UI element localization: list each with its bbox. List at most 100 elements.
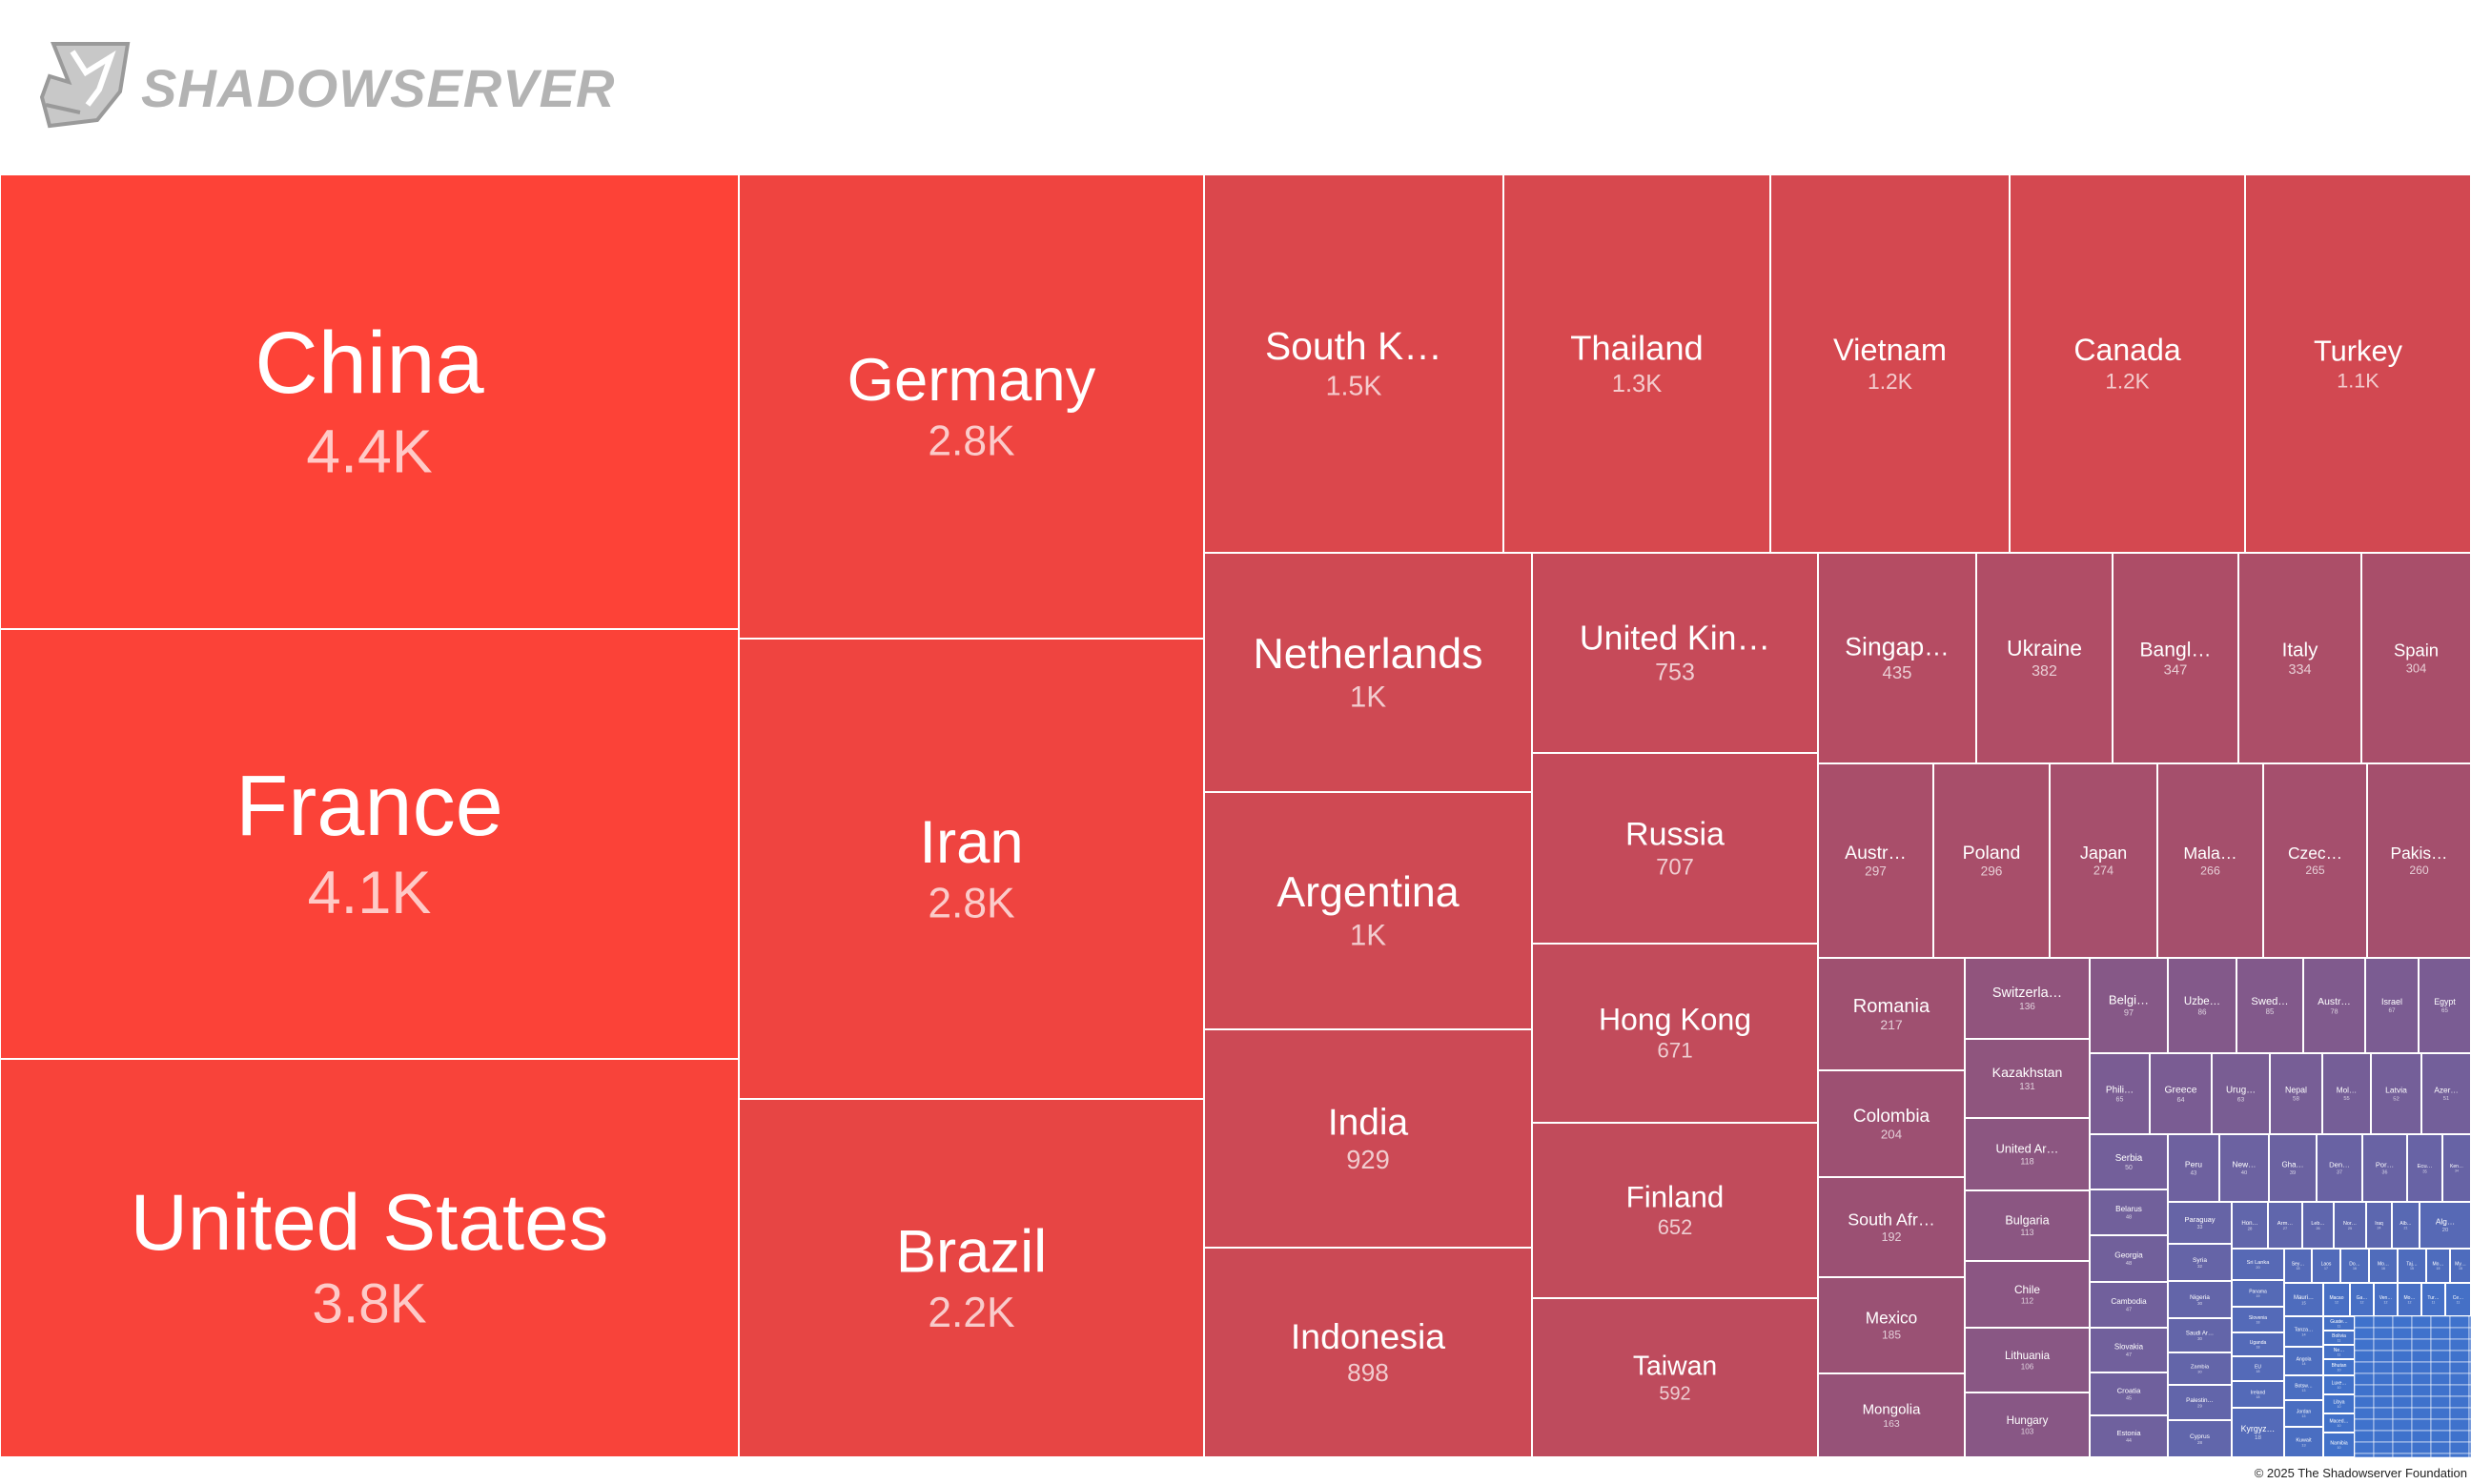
treemap-tile[interactable] xyxy=(2231,1407,2285,1457)
tiny-tile[interactable] xyxy=(2354,1453,2375,1457)
treemap-tile[interactable] xyxy=(1964,957,2091,1040)
tiny-tile[interactable] xyxy=(2430,1441,2451,1454)
treemap-tile[interactable] xyxy=(2089,1133,2169,1190)
treemap-tile[interactable] xyxy=(2322,1282,2351,1317)
treemap-cell-australia[interactable]: Austr…297 xyxy=(1817,762,1934,959)
treemap-tile[interactable] xyxy=(2112,552,2239,764)
tiny-tile[interactable] xyxy=(2449,1338,2470,1352)
tiny-tile[interactable] xyxy=(2373,1453,2394,1457)
tiny-tile[interactable] xyxy=(2392,1407,2413,1420)
treemap-cell-nepal2[interactable]: Ne…11 xyxy=(2322,1344,2356,1360)
tiny-tile[interactable] xyxy=(2373,1384,2394,1397)
tiny-tile[interactable] xyxy=(2354,1350,2375,1363)
treemap-cell-portugal[interactable]: Por…36 xyxy=(2361,1133,2408,1203)
tiny-tile[interactable] xyxy=(2373,1418,2394,1432)
tiny-tile[interactable] xyxy=(2392,1453,2413,1457)
treemap-cell-ce[interactable]: Ce…11 xyxy=(2444,1282,2471,1317)
treemap-cell-honduras[interactable]: Hon…28 xyxy=(2231,1201,2269,1250)
treemap-tile[interactable] xyxy=(1932,762,2051,959)
treemap-tile[interactable] xyxy=(1203,791,1533,1030)
treemap-cell-denmark[interactable]: Den…37 xyxy=(2316,1133,2363,1203)
treemap-cell-my[interactable]: My…15 xyxy=(2449,1248,2471,1284)
treemap-tile[interactable] xyxy=(738,638,1205,1100)
treemap-tile[interactable] xyxy=(2167,1419,2233,1457)
treemap-cell-czechia[interactable]: Czec…265 xyxy=(2262,762,2368,959)
treemap-tile[interactable] xyxy=(1964,1327,2091,1393)
treemap-tile[interactable] xyxy=(1203,174,1504,554)
tiny-tile[interactable] xyxy=(2430,1372,2451,1386)
tiny-tile[interactable] xyxy=(2449,1372,2470,1386)
tiny-tile[interactable] xyxy=(2411,1350,2432,1363)
treemap-cell-thailand[interactable]: Thailand 1.3K xyxy=(1502,174,1771,554)
tiny-tile[interactable] xyxy=(2354,1418,2375,1432)
tiny-tile[interactable] xyxy=(2411,1315,2432,1329)
tiny-tile[interactable] xyxy=(2411,1453,2432,1457)
treemap-tile[interactable] xyxy=(2283,1374,2324,1401)
tiny-tile[interactable] xyxy=(2373,1350,2394,1363)
treemap-cell-united-kingdom[interactable]: United Kin… 753 xyxy=(1531,552,1819,754)
tiny-tile[interactable] xyxy=(2430,1315,2451,1329)
treemap-cell-seychelles[interactable]: Sey…18 xyxy=(2283,1248,2313,1284)
tiny-tile[interactable] xyxy=(2411,1327,2432,1340)
tiny-tile[interactable] xyxy=(2430,1350,2451,1363)
treemap-tile[interactable] xyxy=(2089,1189,2169,1236)
tiny-tile[interactable] xyxy=(2430,1430,2451,1443)
treemap-cell-macedonia[interactable]: Maced…10 xyxy=(2322,1413,2356,1433)
treemap-cell-philippines[interactable]: Phili…65 xyxy=(2089,1052,2151,1135)
treemap-cell-ven[interactable]: Ven…12 xyxy=(2373,1282,2399,1317)
tiny-tile[interactable] xyxy=(2430,1453,2451,1457)
tiny-tile[interactable] xyxy=(2392,1430,2413,1443)
tiny-tile[interactable] xyxy=(2392,1372,2413,1386)
tiny-tile[interactable] xyxy=(2430,1384,2451,1397)
treemap-tile[interactable] xyxy=(738,1098,1205,1457)
treemap-cell-armenia[interactable]: Arm…27 xyxy=(2267,1201,2303,1250)
treemap-tile[interactable] xyxy=(2365,1201,2393,1250)
treemap-tile[interactable] xyxy=(2262,762,2368,959)
tiny-tile[interactable] xyxy=(2354,1395,2375,1409)
treemap-tile[interactable] xyxy=(2406,1133,2443,1203)
tiny-tile[interactable] xyxy=(2373,1407,2394,1420)
treemap-tile[interactable] xyxy=(2419,1201,2471,1250)
treemap-tile[interactable] xyxy=(2364,957,2420,1054)
treemap-tile[interactable] xyxy=(2009,174,2246,554)
tiny-tile[interactable] xyxy=(2449,1418,2470,1432)
treemap-tile[interactable] xyxy=(2231,1380,2285,1409)
treemap-tile[interactable] xyxy=(2420,1052,2471,1135)
treemap-tile[interactable] xyxy=(1964,1117,2091,1191)
treemap-tile[interactable] xyxy=(1531,552,1819,754)
tiny-tile[interactable] xyxy=(2392,1315,2413,1329)
treemap-cell-mo2[interactable]: Mo…15 xyxy=(2425,1248,2451,1284)
tiny-tile[interactable] xyxy=(2449,1350,2470,1363)
treemap-cell-moldova[interactable]: Mol…55 xyxy=(2321,1052,2372,1135)
tiny-tile[interactable] xyxy=(2449,1441,2470,1454)
tiny-tile[interactable] xyxy=(2354,1315,2375,1329)
treemap-cell-cambodia[interactable]: Cambodia 47 xyxy=(2089,1281,2169,1329)
